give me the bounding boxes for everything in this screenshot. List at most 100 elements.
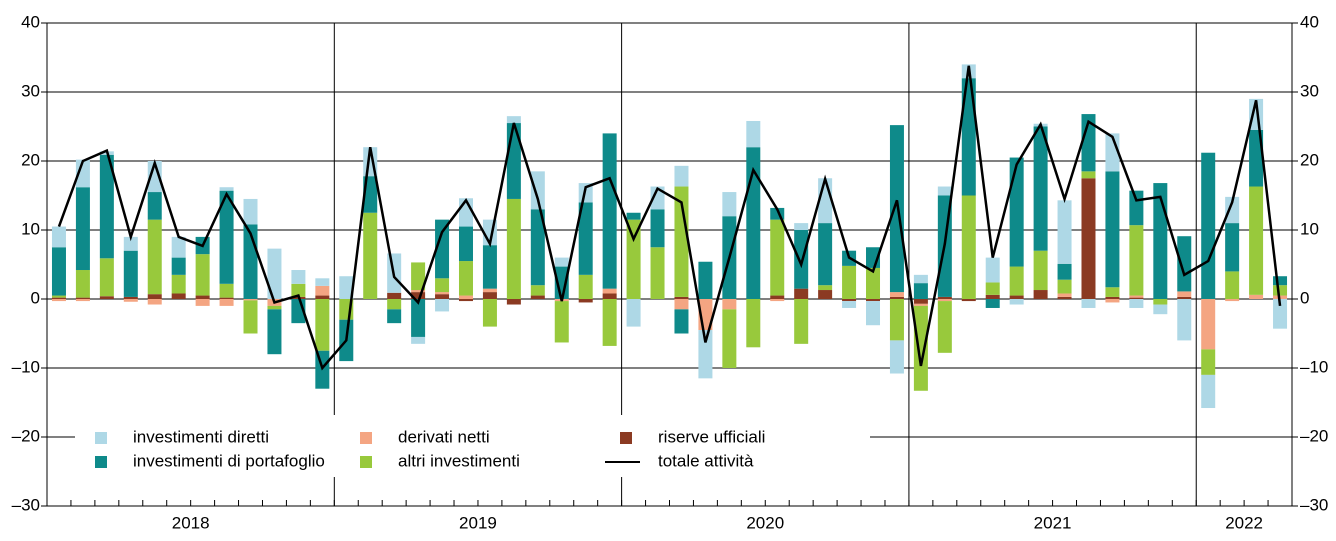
y-tick-label: 30 [21, 81, 40, 100]
y2-tick-label: 0 [1300, 288, 1309, 307]
bar [842, 265, 857, 299]
bar [1033, 290, 1048, 299]
bar [1177, 236, 1192, 292]
bar [985, 294, 1000, 299]
y-tick-label: –30 [12, 495, 40, 514]
bar [482, 292, 497, 299]
bar [75, 270, 90, 298]
bar [243, 299, 258, 301]
bar [794, 288, 809, 299]
y2-tick-label: –10 [1300, 357, 1328, 376]
x-tick-label: 2020 [746, 513, 784, 532]
y2-tick-label: –20 [1300, 426, 1328, 445]
bar [602, 133, 617, 289]
bar [913, 299, 928, 304]
y-tick-label: 20 [21, 150, 40, 169]
bar [219, 297, 234, 299]
bar [937, 186, 952, 196]
bar [1009, 295, 1024, 299]
y2-tick-label: 40 [1300, 12, 1319, 31]
bar [315, 278, 330, 286]
bar [866, 301, 881, 326]
bar [1057, 296, 1072, 299]
bar [626, 212, 641, 220]
bar [889, 296, 904, 299]
bar [482, 288, 497, 293]
bar [578, 202, 593, 275]
bar [435, 278, 450, 293]
bar [75, 187, 90, 271]
bar [51, 299, 66, 302]
legend-swatch [360, 456, 372, 468]
bar [1057, 200, 1072, 264]
bar [458, 226, 473, 262]
bar [1225, 271, 1240, 299]
bar [1081, 299, 1096, 308]
bar [818, 223, 833, 286]
bar [722, 299, 737, 310]
bar [506, 198, 521, 299]
bar [1081, 171, 1096, 179]
bar [123, 250, 138, 297]
bar [1177, 296, 1192, 299]
bar [530, 295, 545, 299]
bar [51, 226, 66, 248]
bar [51, 297, 66, 299]
bar [339, 276, 354, 299]
bar [1273, 285, 1288, 296]
bar [650, 209, 665, 248]
x-tick-label: 2022 [1225, 513, 1263, 532]
bar [1273, 299, 1288, 329]
bar [530, 209, 545, 286]
bar [1201, 299, 1216, 350]
bar [913, 305, 928, 391]
bar [913, 283, 928, 299]
bar [411, 290, 426, 293]
bar [1105, 287, 1120, 297]
bar [147, 219, 162, 295]
bar [770, 299, 785, 302]
bar [985, 282, 1000, 295]
bar [674, 296, 689, 299]
bar [219, 283, 234, 298]
bar [1057, 279, 1072, 294]
bar [147, 192, 162, 220]
bar [650, 186, 665, 210]
bar [506, 299, 521, 305]
bar [698, 261, 713, 299]
bar [530, 171, 545, 210]
bar [387, 309, 402, 324]
bar [961, 195, 976, 299]
y2-tick-label: 20 [1300, 150, 1319, 169]
bar [171, 236, 186, 258]
bar [147, 161, 162, 193]
bar [291, 283, 306, 297]
y2-tick-label: –30 [1300, 495, 1328, 514]
bar [770, 295, 785, 299]
bar [650, 247, 665, 299]
bar [889, 299, 904, 341]
bar [626, 219, 641, 299]
bar [315, 285, 330, 296]
bar [1249, 294, 1264, 299]
bar [1153, 299, 1168, 305]
bar [818, 285, 833, 291]
bar [937, 299, 952, 302]
bar [219, 299, 234, 306]
total-line [57, 65, 1282, 371]
bar [937, 301, 952, 353]
bar [602, 293, 617, 299]
bar [674, 165, 689, 187]
bar [1105, 296, 1120, 299]
bar [147, 294, 162, 299]
bar [458, 261, 473, 296]
bar [147, 299, 162, 305]
y-tick-label: 0 [31, 288, 40, 307]
bar [1009, 299, 1024, 305]
bar [770, 219, 785, 296]
bar [51, 295, 66, 298]
bar [602, 288, 617, 294]
bar [1081, 114, 1096, 172]
bar [435, 219, 450, 279]
